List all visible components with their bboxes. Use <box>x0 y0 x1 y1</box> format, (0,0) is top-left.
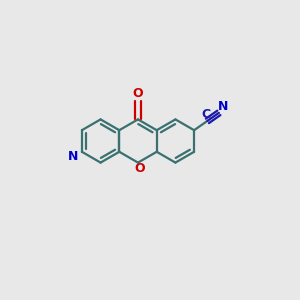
Text: O: O <box>134 161 145 175</box>
Text: O: O <box>133 87 143 100</box>
Text: C: C <box>201 108 211 121</box>
Text: N: N <box>68 150 78 163</box>
Text: N: N <box>218 100 229 113</box>
